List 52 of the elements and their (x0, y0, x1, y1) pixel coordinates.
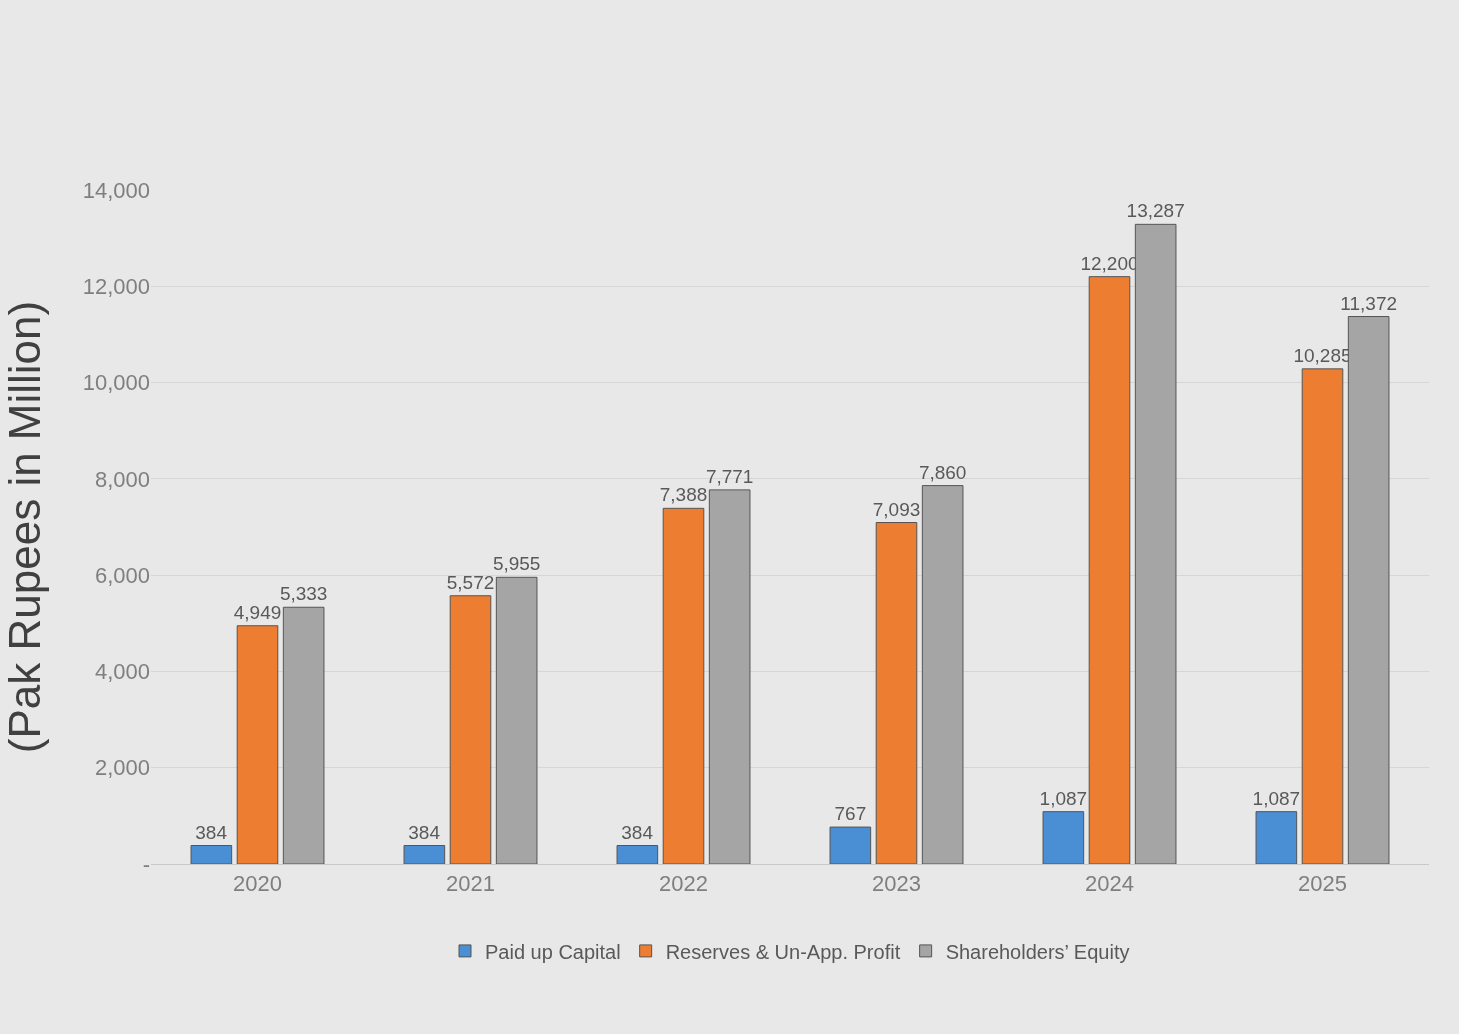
bar (282, 606, 325, 864)
x-tick-label: 2025 (1298, 871, 1347, 897)
y-tick-label: 4,000 (94, 659, 150, 685)
data-label: 384 (408, 821, 441, 843)
bar (875, 522, 918, 864)
data-label: 13,287 (1126, 200, 1185, 222)
y-tick-label: 2,000 (94, 755, 150, 781)
data-label: 7,771 (705, 465, 754, 487)
data-label: 4,949 (233, 601, 282, 623)
bar (236, 625, 279, 864)
data-label: 5,955 (492, 553, 541, 575)
bar (1347, 316, 1390, 864)
bar (921, 485, 964, 864)
y-tick-label: - (142, 851, 150, 877)
data-label: 7,860 (918, 461, 967, 483)
bar (708, 489, 751, 864)
bar (190, 845, 233, 864)
bar (495, 576, 538, 864)
y-tick-label: 12,000 (82, 273, 150, 299)
data-label: 7,093 (872, 498, 921, 520)
y-tick-label: 8,000 (94, 466, 150, 492)
data-label: 767 (834, 803, 867, 825)
legend-label: Shareholders’ Equity (945, 940, 1130, 963)
data-label: 11,372 (1340, 292, 1397, 314)
data-label: 384 (195, 821, 228, 843)
bar (829, 826, 872, 864)
data-label: 1,087 (1039, 787, 1088, 809)
bar (616, 845, 659, 864)
data-label: 5,333 (279, 583, 328, 605)
bar (662, 507, 705, 864)
y-tick-label: 6,000 (94, 562, 150, 588)
data-label: 384 (621, 821, 654, 843)
x-tick-label: 2024 (1085, 871, 1134, 897)
data-label: 7,388 (659, 484, 708, 506)
bar (1042, 811, 1085, 864)
x-tick-label: 2020 (233, 871, 282, 897)
legend-label: Paid up Capital (485, 940, 621, 963)
bar (449, 595, 492, 864)
legend-label: Reserves & Un-App. Profit (665, 940, 901, 963)
x-tick-label: 2023 (872, 871, 921, 897)
y-axis-title: (Pak Rupees in Million) (0, 300, 49, 754)
x-tick-label: 2021 (446, 871, 495, 897)
y-tick-label: 10,000 (82, 370, 150, 396)
bar (1301, 368, 1344, 864)
data-label: 5,572 (446, 571, 495, 593)
y-tick-label: 14,000 (82, 177, 150, 203)
bar (1088, 276, 1131, 864)
bar (1134, 223, 1177, 864)
bar (1255, 811, 1298, 864)
x-tick-label: 2022 (659, 871, 708, 897)
bar (403, 845, 446, 864)
data-label: 1,087 (1252, 787, 1301, 809)
